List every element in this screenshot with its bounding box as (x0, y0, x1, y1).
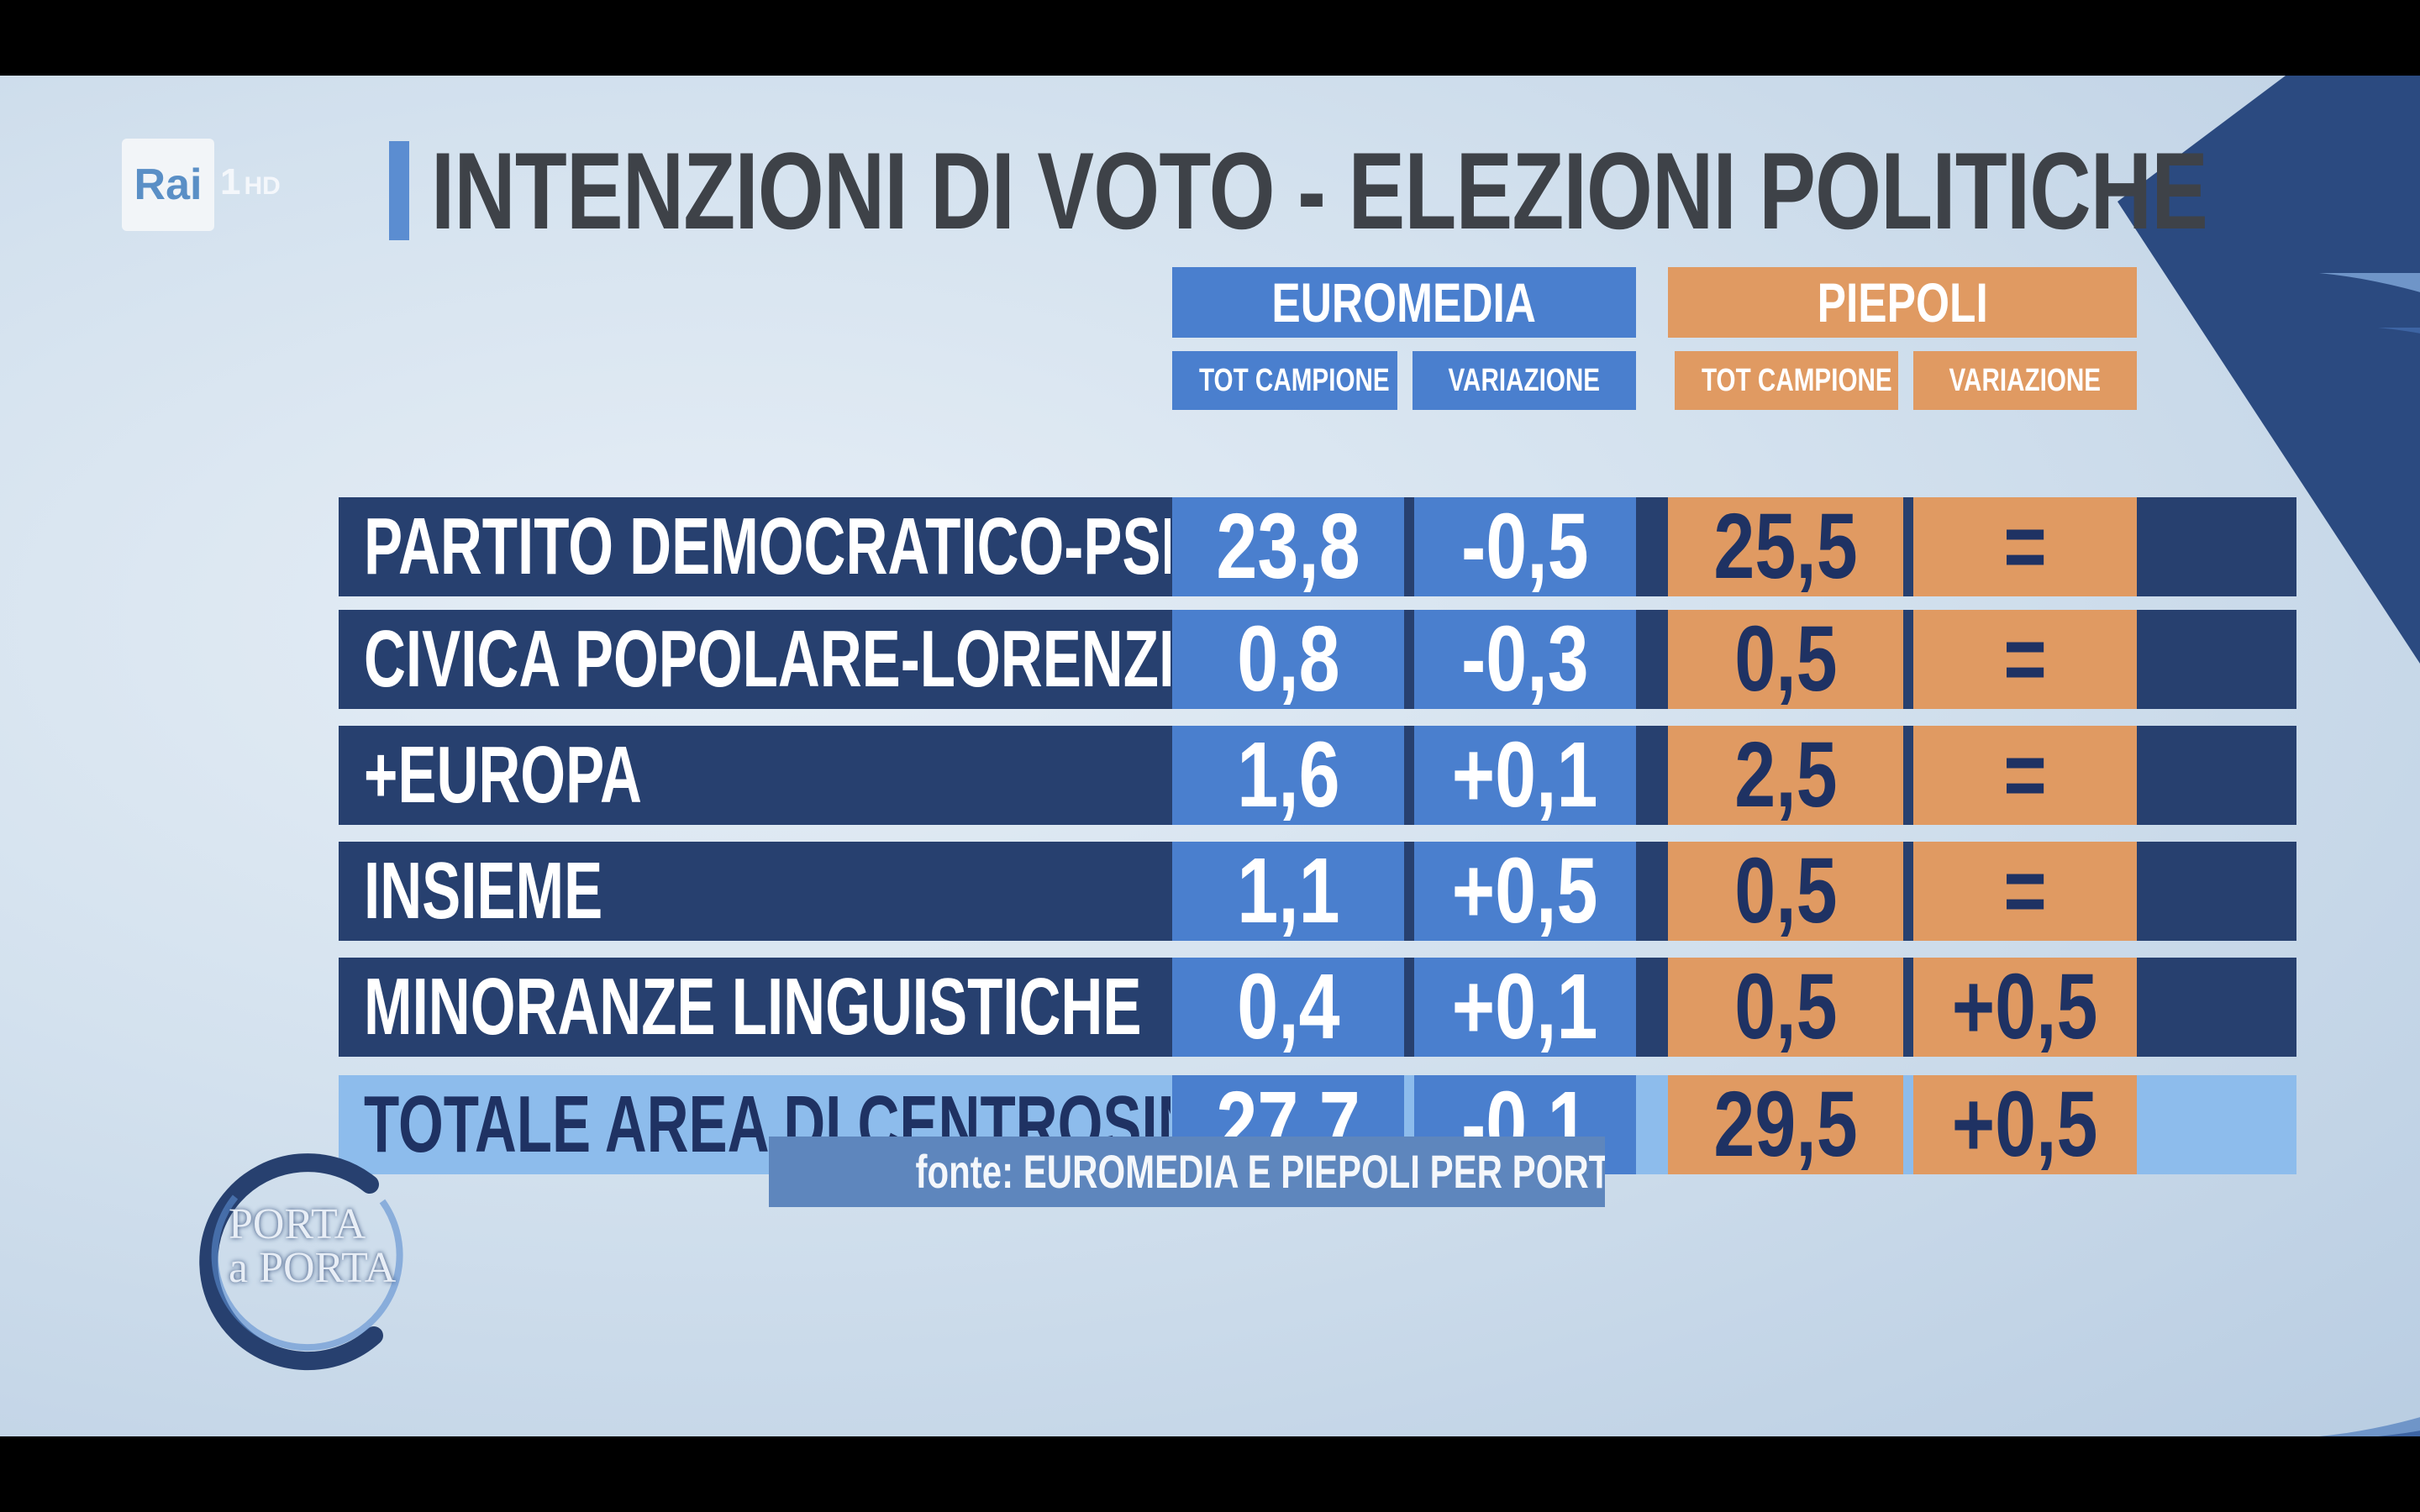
piepoli-tot-cell: 29,5 (1713, 1075, 1858, 1174)
subheader-euromedia-var: VARIAZIONE (1413, 351, 1636, 410)
title-accent-bar (389, 141, 409, 240)
tv-screen: Rai 1 HD INTENZIONI DI VOTO - ELEZIONI PO… (0, 76, 2420, 1436)
column-separator (1903, 842, 1913, 941)
piepoli-tot-cell: 2,5 (1733, 726, 1838, 825)
euromedia-tot-cell: 0,8 (1236, 610, 1340, 709)
column-separator (1903, 610, 1913, 709)
piepoli-var-cell: = (2003, 726, 2047, 825)
piepoli-var-cell: +0,5 (1952, 1075, 2098, 1174)
piepoli-band (1668, 610, 2137, 709)
euromedia-var-cell: -0,5 (1461, 497, 1589, 596)
page-title: INTENZIONI DI VOTO - ELEZIONI POLITICHE (431, 129, 2208, 252)
euromedia-tot-cell: 1,6 (1236, 726, 1340, 825)
euromedia-var-cell: +0,5 (1452, 842, 1598, 941)
header-euromedia: EUROMEDIA (1172, 267, 1636, 338)
piepoli-band (1668, 497, 2137, 596)
subheader-piepoli-var: VARIAZIONE (1913, 351, 2137, 410)
rai-logo: Rai (122, 139, 214, 231)
piepoli-band (1668, 726, 2137, 825)
subheader-euromedia-tot: TOT CAMPIONE (1172, 351, 1397, 410)
column-separator (1903, 497, 1913, 596)
euromedia-var-cell: -0,3 (1461, 610, 1589, 709)
header-piepoli: PIEPOLI (1668, 267, 2137, 338)
piepoli-tot-cell: 0,5 (1733, 610, 1838, 709)
piepoli-var-cell: = (2003, 842, 2047, 941)
column-separator (1404, 842, 1414, 941)
party-row: PARTITO DEMOCRATICO-PSE 23,8 -0,5 25,5 = (339, 497, 2296, 596)
column-separator (1903, 1075, 1913, 1174)
piepoli-band (1668, 958, 2137, 1057)
party-row: +EUROPA 1,6 +0,1 2,5 = (339, 726, 2296, 825)
piepoli-tot-cell: 25,5 (1713, 497, 1858, 596)
party-name: +EUROPA (364, 730, 642, 820)
euromedia-tot-cell: 23,8 (1216, 497, 1360, 596)
column-separator (1903, 958, 1913, 1057)
source-note: fonte: EUROMEDIA E PIEPOLI PER PORTA A P… (769, 1137, 1605, 1207)
column-separator (1903, 726, 1913, 825)
party-row: CIVICA POPOLARE-LORENZIN 0,8 -0,3 0,5 = (339, 610, 2296, 709)
piepoli-tot-cell: 0,5 (1733, 958, 1838, 1057)
column-separator (1404, 497, 1414, 596)
party-row: MINORANZE LINGUISTICHE 0,4 +0,1 0,5 +0,5 (339, 958, 2296, 1057)
piepoli-band (1668, 842, 2137, 941)
channel-number: 1 HD (220, 161, 281, 202)
euromedia-var-cell: +0,1 (1452, 958, 1598, 1057)
party-name: INSIEME (364, 846, 603, 936)
piepoli-band (1668, 1075, 2137, 1174)
party-name: MINORANZE LINGUISTICHE (364, 962, 1142, 1052)
column-separator (1404, 610, 1414, 709)
euromedia-tot-cell: 0,4 (1236, 958, 1340, 1057)
party-name: PARTITO DEMOCRATICO-PSE (364, 501, 1171, 591)
euromedia-tot-cell: 1,1 (1236, 842, 1340, 941)
porta-a-porta-logo-ring (199, 1153, 403, 1371)
euromedia-var-cell: +0,1 (1452, 726, 1598, 825)
column-separator (1404, 958, 1414, 1057)
background-decoration (2118, 76, 2420, 1436)
subheader-piepoli-tot: TOT CAMPIONE (1675, 351, 1898, 410)
piepoli-tot-cell: 0,5 (1733, 842, 1838, 941)
piepoli-var-cell: = (2003, 497, 2047, 596)
party-row: INSIEME 1,1 +0,5 0,5 = (339, 842, 2296, 941)
party-name: CIVICA POPOLARE-LORENZIN (364, 614, 1171, 704)
porta-a-porta-logo-text: PORTA a PORTA (229, 1200, 397, 1292)
column-separator (1404, 726, 1414, 825)
piepoli-var-cell: +0,5 (1952, 958, 2098, 1057)
total-row: TOTALE AREA DI CENTROSINISTRA27,7-0,129,… (339, 1075, 2296, 1174)
piepoli-var-cell: = (2003, 610, 2047, 709)
